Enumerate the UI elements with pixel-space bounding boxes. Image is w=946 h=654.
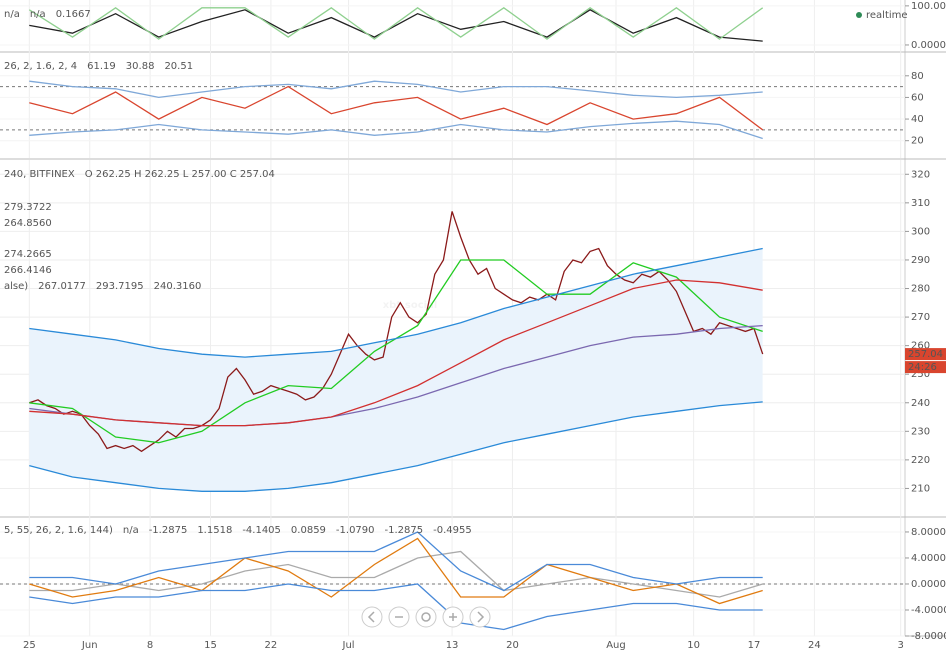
y-tick-label: 300: [911, 226, 930, 237]
legend-text: 267.0177: [38, 281, 86, 292]
y-tick-label: 290: [911, 255, 930, 266]
x-tick-label: 24: [808, 640, 821, 651]
legend-text: -1.2875: [149, 525, 188, 536]
legend-text: -1.2875: [385, 525, 424, 536]
y-tick-label: 220: [911, 455, 930, 466]
reset-button[interactable]: [415, 606, 437, 628]
legend-text: 240.3160: [154, 281, 202, 292]
band-fill: [29, 248, 763, 492]
panel: 20 40 60 80 26, 2, 1.6, 2, 4 61.19 30.88 20.51: [0, 52, 924, 158]
x-tick-label: 17: [748, 640, 761, 651]
y-tick-label: 270: [911, 312, 930, 323]
legend-text: 26, 2, 1.6, 2, 4: [4, 61, 77, 72]
y-tick-label: 60: [911, 92, 924, 103]
y-tick-label: 100.0000: [911, 1, 946, 12]
series-line: [29, 80, 763, 99]
legend-text: n/a: [30, 9, 46, 20]
price-tag-box: [905, 348, 946, 361]
x-tick-label: 15: [204, 640, 217, 651]
legend-text: O 262.25 H 262.25 L 257.00 C 257.04: [85, 169, 275, 180]
panel: 100.0000 0.0000 n/a n/a 0.1667 realtime: [0, 0, 946, 52]
series-line: [29, 279, 763, 427]
x-tick-label: Jun: [81, 640, 98, 651]
panel: 8.0000 4.0000 0.0000 -4.0000 -8.0000 5, 55, 2…: [0, 517, 946, 642]
legend-text: n/a: [4, 9, 20, 20]
legend-text: 1.1518: [197, 525, 232, 536]
scroll-right-button[interactable]: [469, 606, 491, 628]
legend-text: 61.19: [87, 61, 116, 72]
series-line: [29, 401, 763, 492]
y-tick-label: 80: [911, 71, 924, 82]
legend-text: 30.88: [126, 61, 155, 72]
y-tick-label: -8.0000: [911, 631, 946, 642]
series-line: [29, 211, 764, 453]
icon: [477, 611, 485, 623]
x-tick-label: 3: [897, 640, 903, 651]
series-line: [29, 120, 763, 140]
x-tick-label: 8: [147, 640, 153, 651]
y-tick-label: 210: [911, 483, 930, 494]
x-tick-label: Aug: [606, 640, 626, 651]
legend-text: -1.0790: [336, 525, 375, 536]
status-dot: [856, 12, 862, 18]
x-tick-label: Jul: [342, 640, 355, 651]
panel: 210220230240250260270280290300310320xbt.…: [0, 160, 946, 651]
icon: [449, 613, 457, 621]
x-tick-label: 13: [446, 640, 459, 651]
icon: [367, 611, 375, 623]
scroll-left-button[interactable]: [361, 606, 383, 628]
series-line: [29, 583, 763, 631]
legend-text: alse): [4, 281, 28, 292]
x-tick-label: 25: [23, 640, 36, 651]
legend-text: 266.4146: [4, 265, 52, 276]
y-tick-label: 4.0000: [911, 553, 946, 564]
legend-text: n/a: [123, 525, 139, 536]
legend-text: 20.51: [164, 61, 193, 72]
x-tick-label: 22: [265, 640, 278, 651]
legend-text: 5, 55, 26, 2, 1.6, 144): [4, 525, 113, 536]
series-line: [29, 531, 763, 592]
series-line: [29, 85, 764, 131]
icon: [421, 612, 431, 622]
series-line: [29, 537, 763, 605]
y-tick-label: 8.0000: [911, 527, 946, 538]
zoom-icons: [367, 611, 485, 623]
series-line: [29, 247, 763, 358]
legend-text: -4.1405: [242, 525, 281, 536]
y-tick-label: 0.0000: [911, 579, 946, 590]
y-tick-label: 230: [911, 426, 930, 437]
series-line: [29, 550, 763, 598]
watermark: xbt.social: [383, 300, 438, 311]
price-tag: 257.04: [908, 349, 943, 360]
legend-text: 274.2665: [4, 249, 52, 260]
legend-text: 264.8560: [4, 218, 52, 229]
y-tick-label: 250: [911, 369, 930, 380]
price-tag: 24:26: [908, 362, 937, 373]
y-tick-label: 0.0000: [911, 40, 946, 51]
y-tick-label: 40: [911, 114, 924, 125]
legend-text: 279.3722: [4, 202, 52, 213]
y-tick-label: 20: [911, 136, 924, 147]
series-line: [28, 7, 764, 40]
legend-text: 240, BITFINEX: [4, 169, 75, 180]
y-tick-label: 320: [911, 169, 930, 180]
legend-text: -0.4955: [433, 525, 472, 536]
legend-text: 0.1667: [56, 9, 91, 20]
y-tick-label: -4.0000: [911, 605, 946, 616]
legend-text: 293.7195: [96, 281, 144, 292]
x-tick-label: 20: [506, 640, 519, 651]
y-tick-label: 240: [911, 398, 930, 409]
price-tag-box: [905, 361, 946, 374]
x-tick-label: 10: [687, 640, 700, 651]
status-label: realtime: [866, 10, 908, 21]
y-tick-label: 310: [911, 198, 930, 209]
y-tick-label: 260: [911, 341, 930, 352]
legend-text: 0.0859: [291, 525, 326, 536]
y-tick-label: 280: [911, 284, 930, 295]
